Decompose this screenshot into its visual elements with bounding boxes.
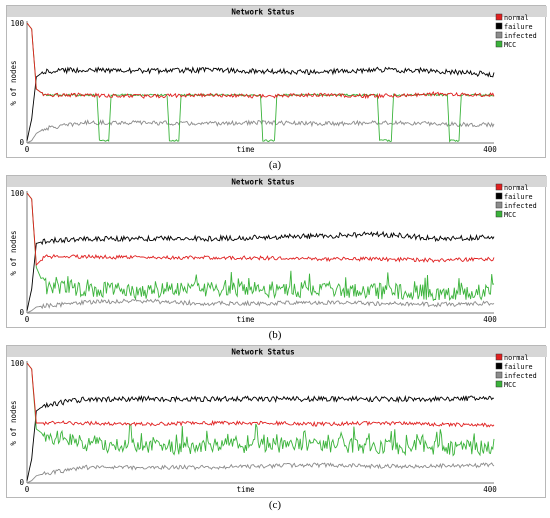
legend-swatch-MCC xyxy=(495,40,503,48)
legend-label-failure: failure xyxy=(504,193,533,201)
legend-label-MCC: MCC xyxy=(504,211,516,219)
legend-swatch-MCC xyxy=(495,210,503,218)
legend-swatch-MCC xyxy=(495,380,503,388)
chart-panel-b: Network Status 100 0 0 400 time % of nodes norm… xyxy=(6,175,547,328)
y-tick-label: 100 xyxy=(10,19,24,28)
chart-title: Network Status xyxy=(231,8,294,17)
y-tick-label: 0 xyxy=(19,478,24,487)
x-tick-label: 400 xyxy=(483,485,497,494)
legend-label-failure: failure xyxy=(504,23,533,31)
series-line-normal xyxy=(26,362,495,428)
legend-label-failure: failure xyxy=(504,363,533,371)
chart-title: Network Status xyxy=(231,178,294,187)
legend-label-MCC: MCC xyxy=(504,381,516,389)
y-tick-label: 100 xyxy=(10,189,24,198)
series-line-MCC xyxy=(26,362,495,457)
x-axis-label: time xyxy=(236,145,255,154)
legend-label-normal: normal xyxy=(504,354,529,362)
series-line-normal xyxy=(26,192,495,267)
chart-svg-c: Network Status 100 00 400 time % of nodes norm… xyxy=(7,346,547,494)
title-bar xyxy=(7,176,547,187)
y-tick-label: 0 xyxy=(19,138,24,147)
x-tick-label: 0 xyxy=(25,485,30,494)
legend-swatch-failure xyxy=(495,192,503,200)
x-tick-label: 400 xyxy=(483,315,497,324)
title-bar xyxy=(7,6,547,17)
y-axis-label: % of nodes xyxy=(9,400,18,445)
chart-title: Network Status xyxy=(231,348,294,357)
series-line-infected xyxy=(26,462,495,484)
legend-label-infected: infected xyxy=(504,32,537,40)
legend-swatch-failure xyxy=(495,362,503,370)
series-line-failure xyxy=(26,230,495,311)
series-line-MCC xyxy=(26,22,494,143)
legend-swatch-normal xyxy=(495,183,503,191)
subcaption-a: (a) xyxy=(268,159,282,171)
x-tick-label: 0 xyxy=(25,315,30,324)
x-tick-label: 400 xyxy=(483,145,497,154)
chart-panel-a: Network Status 100 0 0 400 time % of nodes norm… xyxy=(6,5,547,158)
legend-swatch-failure xyxy=(495,22,503,30)
chart-svg-a: Network Status 100 00 400 time % of nodes norm… xyxy=(7,6,547,154)
legend-label-MCC: MCC xyxy=(504,41,516,49)
x-tick-label: 0 xyxy=(25,145,30,154)
legend-label-infected: infected xyxy=(504,372,537,380)
legend-swatch-infected xyxy=(495,371,503,379)
legend-swatch-infected xyxy=(495,31,503,39)
series-line-infected xyxy=(26,119,495,144)
y-axis-label: % of nodes xyxy=(9,60,18,105)
series-line-normal xyxy=(26,22,495,100)
series-line-failure xyxy=(26,394,495,481)
subcaption-b: (b) xyxy=(268,329,282,341)
legend-swatch-normal xyxy=(495,13,503,21)
series-line-infected xyxy=(26,298,495,314)
subcaption-c: (c) xyxy=(268,499,282,511)
legend-label-normal: normal xyxy=(504,14,529,22)
legend-swatch-infected xyxy=(495,201,503,209)
legend-label-normal: normal xyxy=(504,184,529,192)
y-tick-label: 0 xyxy=(19,308,24,317)
legend-swatch-normal xyxy=(495,353,503,361)
x-axis-label: time xyxy=(236,485,255,494)
title-bar xyxy=(7,346,547,357)
series-line-MCC xyxy=(26,192,495,302)
legend-label-infected: infected xyxy=(504,202,537,210)
y-axis-label: % of nodes xyxy=(9,230,18,275)
y-tick-label: 100 xyxy=(10,359,24,368)
x-axis-label: time xyxy=(236,315,255,324)
chart-svg-b: Network Status 100 00 400 time % of nodes norm… xyxy=(7,176,547,324)
series-line-failure xyxy=(26,66,495,141)
chart-panel-c: Network Status 100 0 0 400 time % of nodes norm… xyxy=(6,345,547,498)
